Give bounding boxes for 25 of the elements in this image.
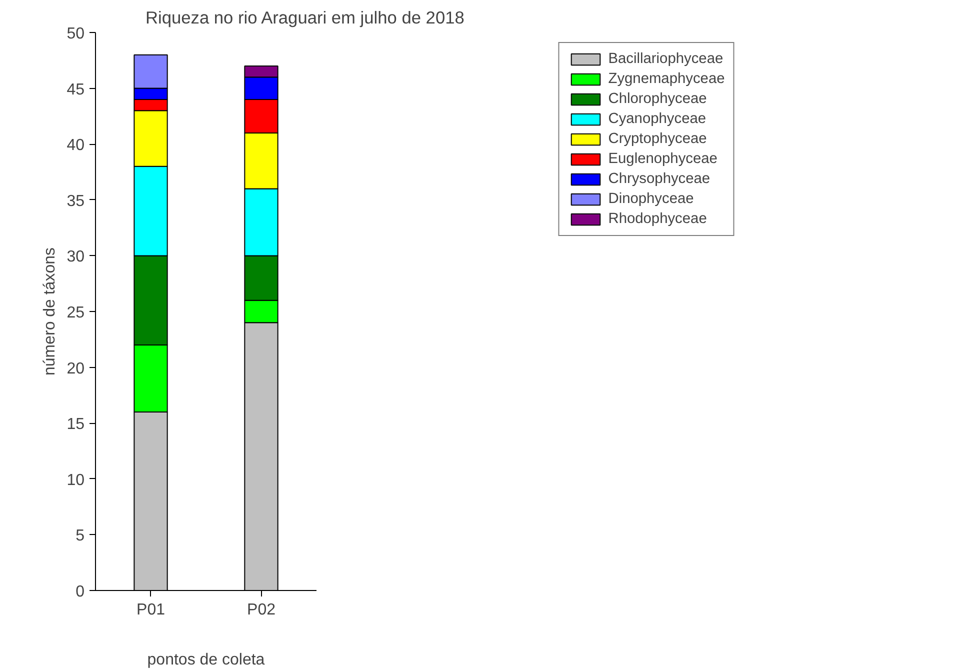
legend-label: Rhodophyceae (608, 211, 707, 227)
y-tick-label: 45 (66, 81, 85, 98)
legend-label: Chrysophyceae (608, 171, 710, 187)
legend-label: Zygnemaphyceae (608, 71, 725, 87)
legend-label: Euglenophyceae (608, 151, 718, 167)
legend-label: Chlorophyceae (608, 91, 707, 107)
x-axis-title: pontos de coleta (147, 652, 265, 668)
y-tick-label: 25 (66, 304, 85, 322)
legend-label: Dinophyceae (608, 191, 694, 207)
legend-label: Cryptophyceae (608, 131, 707, 147)
chart-title: Riqueza no rio Araguari em julho de 2018 (146, 8, 464, 28)
y-tick-label: 50 (66, 26, 85, 42)
y-tick-label: 35 (66, 192, 85, 210)
y-axis-title: número de táxons (42, 247, 59, 376)
x-tick-label: P02 (247, 602, 276, 618)
x-tick-label: P01 (136, 602, 166, 618)
legend-label: Bacillariophyceae (608, 51, 724, 67)
legend-label: Cyanophyceae (608, 111, 706, 127)
y-tick-label: 30 (66, 248, 85, 266)
y-tick-label: 0 (76, 584, 85, 600)
y-tick-label: 5 (76, 528, 85, 545)
y-tick-label: 15 (66, 416, 85, 434)
y-tick-label: 40 (66, 137, 85, 154)
y-tick-label: 10 (66, 472, 85, 489)
y-tick-label: 20 (66, 360, 85, 378)
